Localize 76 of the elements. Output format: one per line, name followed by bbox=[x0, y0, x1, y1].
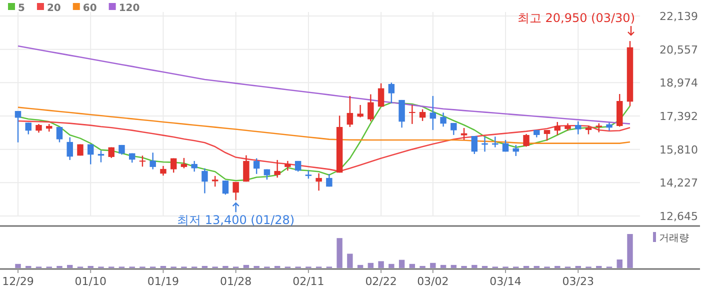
annotation: 최고 20,950 (03/30) bbox=[517, 11, 635, 25]
candlestick bbox=[56, 126, 63, 143]
candlestick bbox=[523, 133, 530, 148]
candlestick bbox=[232, 181, 239, 201]
candlestick bbox=[378, 82, 384, 108]
y-tick-label: 17,392 bbox=[660, 110, 698, 123]
candlestick bbox=[25, 122, 32, 135]
candlestick bbox=[398, 99, 405, 128]
bar bbox=[616, 260, 622, 268]
bar bbox=[336, 238, 342, 268]
candlestick bbox=[202, 168, 208, 194]
candlestick bbox=[554, 121, 560, 136]
bar bbox=[15, 264, 21, 268]
x-tick-label: 01/19 bbox=[147, 275, 180, 288]
candlestick bbox=[284, 160, 291, 172]
candlestick bbox=[170, 158, 177, 174]
candlestick bbox=[388, 82, 395, 104]
y-tick-label: 18,974 bbox=[660, 76, 698, 90]
bar bbox=[398, 260, 405, 268]
bar bbox=[378, 261, 384, 268]
x-tick-label: 12/29 bbox=[2, 275, 34, 288]
candlestick bbox=[14, 110, 22, 143]
y-tick-label: 14,227 bbox=[660, 176, 698, 190]
x-tick-label: 01/28 bbox=[220, 275, 252, 288]
candlestick bbox=[88, 144, 94, 165]
bar bbox=[388, 264, 394, 268]
candlestick bbox=[409, 104, 416, 125]
bar bbox=[368, 262, 374, 268]
candlestick bbox=[243, 154, 250, 182]
candlestick bbox=[150, 152, 156, 170]
legend-label: 20 bbox=[46, 3, 61, 14]
candlestick bbox=[222, 180, 229, 196]
legend-label: 5 bbox=[18, 3, 25, 14]
x-tick-label: 02/22 bbox=[365, 275, 397, 288]
candlestick bbox=[368, 94, 374, 122]
candlestick bbox=[212, 175, 218, 188]
legend-label: 120 bbox=[118, 3, 140, 14]
candlestick bbox=[316, 172, 322, 192]
y-tick-label: 20,557 bbox=[660, 43, 698, 56]
candlestick bbox=[139, 155, 146, 168]
candlestick bbox=[575, 120, 582, 135]
candlestick bbox=[180, 157, 188, 169]
y-tick-label: 15,810 bbox=[660, 143, 698, 156]
y-tick-label: 12,645 bbox=[660, 210, 698, 223]
candlestick bbox=[326, 173, 332, 188]
bar bbox=[430, 262, 436, 268]
candlestick bbox=[430, 95, 436, 131]
bar bbox=[357, 264, 364, 268]
bar bbox=[450, 264, 457, 268]
x-tick-label: 01/10 bbox=[74, 275, 106, 288]
bar bbox=[409, 264, 416, 268]
bar bbox=[440, 264, 446, 268]
legend-label: 60 bbox=[82, 3, 97, 14]
candlestick bbox=[66, 136, 73, 161]
legend-label: 거래량 bbox=[659, 233, 689, 244]
candlestick bbox=[471, 135, 478, 155]
candlestick bbox=[191, 160, 198, 172]
candlestick bbox=[357, 104, 364, 118]
bar bbox=[243, 264, 250, 268]
candlestick bbox=[160, 165, 166, 176]
candlestick bbox=[460, 127, 468, 141]
x-tick-label: 02/11 bbox=[292, 275, 324, 288]
x-tick-label: 03/02 bbox=[417, 275, 449, 288]
bar bbox=[347, 254, 353, 268]
x-tick-label: 03/23 bbox=[562, 275, 594, 288]
candlestick bbox=[253, 158, 260, 175]
candlestick bbox=[346, 95, 354, 128]
bar bbox=[67, 264, 73, 268]
candlestick bbox=[440, 112, 446, 128]
bar bbox=[627, 234, 633, 268]
candlestick bbox=[274, 159, 280, 178]
bar bbox=[472, 264, 478, 268]
x-tick-label: 03/14 bbox=[490, 275, 522, 288]
y-tick-label: 22,139 bbox=[660, 10, 698, 23]
annotation: 최저 13,400 (01/28) bbox=[177, 213, 295, 228]
candlestick bbox=[419, 108, 426, 122]
